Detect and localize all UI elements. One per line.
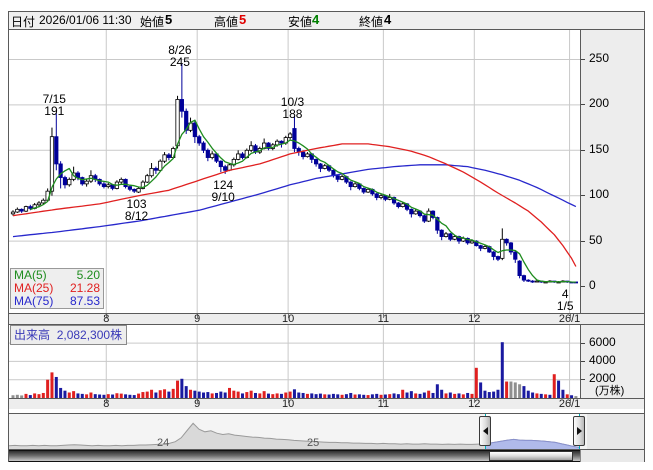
month-label: 10 — [281, 398, 295, 410]
month-tick — [474, 399, 476, 403]
price-tick — [581, 195, 585, 196]
annotation-8/26: 245 — [170, 55, 190, 69]
open-label: 始値 — [140, 15, 165, 29]
month-axis-top: 8 9 10 11 12 26/1 — [9, 313, 644, 325]
ma-legend-row: MA(75) 87.53 — [14, 294, 100, 308]
month-label: 12 — [468, 313, 481, 325]
month-tick — [106, 314, 108, 318]
quote-info-bar: 日付 2026/01/06 11:30 始値 5 高値 5 安値 4 終値 4 — [9, 12, 644, 30]
month-label: 10 — [281, 313, 295, 325]
price-tick-label: 50 — [589, 233, 603, 247]
chart-window: 日付 2026/01/06 11:30 始値 5 高値 5 安値 4 終値 4 … — [8, 11, 645, 462]
price-tick-label: 200 — [589, 96, 610, 110]
high-label: 高値 — [214, 15, 239, 29]
price-tick — [581, 104, 585, 105]
volume-value: 2,082,300株 — [56, 328, 123, 342]
low-label: 安値 — [288, 15, 313, 29]
month-label: 8 — [103, 398, 110, 410]
year-label-24: 24 — [157, 437, 170, 449]
price-tick — [581, 150, 585, 151]
range-handle-left[interactable] — [479, 416, 491, 446]
annotation-9/10: 124 — [213, 178, 233, 192]
range-navigator[interactable]: 24 25 — [9, 413, 644, 450]
price-chart-section: 7/15 191 8/26 245 10/3 188 103 8/12 124 9/10 4 1/5 … — [9, 30, 644, 313]
price-tick — [581, 286, 585, 287]
month-label: 12 — [468, 398, 481, 410]
volume-tick-label: 6000 — [589, 335, 616, 349]
section-gap — [9, 409, 644, 413]
price-tick — [581, 59, 585, 60]
scrollbar-track[interactable] — [9, 450, 580, 462]
month-tick — [383, 399, 385, 403]
scrollbar-gutter — [580, 450, 644, 462]
date-value: 2026/01/06 11:30 — [39, 13, 132, 27]
navigator-svg — [9, 414, 644, 449]
month-tick — [569, 314, 571, 318]
left-arrow-icon — [482, 427, 488, 435]
price-axis: 0 50 100 150 200 250 — [580, 30, 644, 313]
month-label: 11 — [377, 398, 390, 410]
month-label: 11 — [377, 313, 390, 325]
annotation-10/3: 188 — [282, 107, 302, 121]
month-tick — [383, 314, 385, 318]
month-tick — [106, 399, 108, 403]
annotation-7/15: 7/15 — [43, 92, 67, 106]
annotation-10/3: 10/3 — [281, 95, 305, 109]
right-arrow-icon — [576, 427, 582, 435]
month-label: 8 — [103, 313, 110, 325]
ma-legend-row: MA(5) 5.20 — [14, 268, 100, 282]
ma-legend: MA(5) 5.20 MA(25) 21.28 MA(75) 87.53 — [10, 268, 104, 309]
volume-tick-label: 2000 — [589, 371, 616, 385]
open-value: 5 — [165, 12, 173, 27]
volume-tick-label: 4000 — [589, 353, 616, 367]
month-tick — [569, 399, 571, 403]
month-label: 26/1 — [558, 398, 581, 410]
price-tick-label: 0 — [589, 278, 596, 292]
close-value: 4 — [384, 12, 392, 27]
month-label: 26/1 — [558, 313, 581, 325]
month-tick — [197, 399, 199, 403]
price-tick-label: 250 — [589, 51, 610, 65]
volume-label: 出来高 — [14, 328, 51, 342]
volume-bars — [9, 325, 580, 398]
annotation-1/5: 4 — [562, 287, 569, 301]
price-chart-plot: 7/15 191 8/26 245 10/3 188 103 8/12 124 9/10 4 1/5 — [9, 30, 580, 313]
annotation-8/12: 103 — [127, 197, 147, 211]
annotation-8/12: 8/12 — [125, 209, 149, 223]
volume-axis: 6000 4000 2000 (万株) — [580, 325, 644, 398]
volume-tick — [581, 361, 585, 362]
year-label-25: 25 — [307, 437, 320, 449]
month-tick — [288, 399, 290, 403]
volume-tick — [581, 379, 585, 380]
low-value: 4 — [312, 12, 320, 27]
volume-section: 出来高 2,082,300株 6000 4000 2000 (万株) — [9, 325, 644, 398]
month-tick — [288, 314, 290, 318]
annotation-1/5: 1/5 — [557, 299, 574, 313]
month-label: 9 — [194, 313, 201, 325]
scrollbar-thumb[interactable] — [489, 451, 573, 461]
month-tick — [197, 314, 199, 318]
volume-readout: 出来高 2,082,300株 — [10, 325, 128, 345]
scrollbar[interactable] — [9, 450, 644, 462]
price-tick — [581, 241, 585, 242]
annotation-9/10: 9/10 — [211, 190, 235, 204]
price-tick-label: 100 — [589, 187, 610, 201]
close-label: 終値 — [359, 15, 384, 29]
range-handle-right[interactable] — [573, 416, 585, 446]
date-label: 日付 — [11, 15, 36, 29]
volume-tick — [581, 343, 585, 344]
ma-legend-row: MA(25) 21.28 — [14, 281, 100, 295]
annotation-7/15: 191 — [44, 104, 64, 118]
high-value: 5 — [239, 12, 247, 27]
month-tick — [474, 314, 476, 318]
volume-unit-label: (万株) — [595, 385, 625, 397]
month-label: 9 — [194, 398, 201, 410]
price-tick-label: 150 — [589, 142, 610, 156]
annotation-8/26: 8/26 — [168, 43, 192, 57]
